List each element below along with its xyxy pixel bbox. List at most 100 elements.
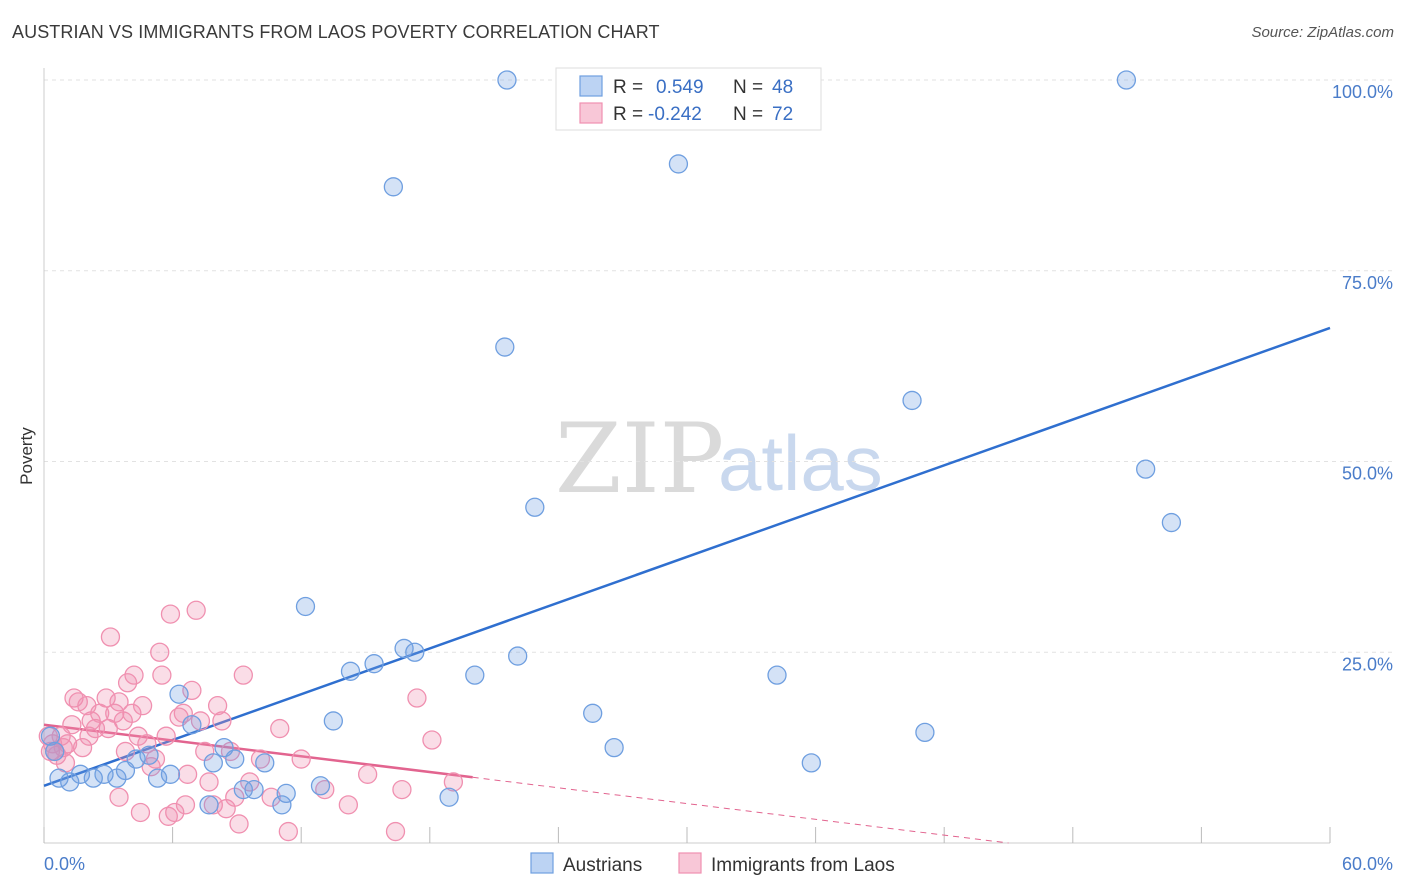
point-s0-24 <box>295 596 316 617</box>
point-s0-1 <box>45 741 65 762</box>
point-s0-45 <box>1116 70 1137 90</box>
point-s0-5 <box>83 768 103 788</box>
point-s1-60 <box>385 821 406 842</box>
point-s0-19 <box>233 779 253 800</box>
y-tick-label-2: 50.0% <box>1342 464 1393 484</box>
point-s0-26 <box>323 711 344 731</box>
point-s0-35 <box>497 70 517 90</box>
point-s1-26 <box>132 696 153 716</box>
point-s1-39 <box>186 600 206 620</box>
point-s0-23 <box>276 783 296 804</box>
point-s0-21 <box>255 753 275 773</box>
point-s0-36 <box>508 646 528 666</box>
point-s1-59 <box>357 764 378 784</box>
point-s0-40 <box>668 154 689 174</box>
point-s0-2 <box>49 768 69 788</box>
point-s0-14 <box>182 715 202 735</box>
point-s0-22 <box>272 795 292 815</box>
data-points <box>38 70 1182 842</box>
point-s0-16 <box>203 753 223 773</box>
point-s0-20 <box>244 779 264 800</box>
point-s0-41 <box>767 665 787 685</box>
axes <box>43 68 1331 844</box>
legend-r-label-0: R = <box>613 77 643 98</box>
chart-source: Source: ZipAtlas.com <box>1251 24 1394 41</box>
x-tick-label-max: 60.0% <box>1342 854 1393 874</box>
bottom-legend-austrians: Austrians <box>563 855 642 876</box>
watermark: ZIP atlas <box>555 403 883 515</box>
legend-swatch-laos <box>579 102 603 124</box>
x-tick-label-min: 0.0% <box>44 854 85 874</box>
point-s0-12 <box>160 764 181 784</box>
legend-n-value-0: 48 <box>772 77 793 98</box>
y-tick-label-3: 25.0% <box>1342 654 1393 674</box>
point-s1-64 <box>443 772 464 792</box>
point-s0-44 <box>915 722 935 743</box>
point-s1-55 <box>278 821 298 842</box>
point-s1-63 <box>422 730 442 750</box>
point-s0-30 <box>394 638 414 659</box>
trend-line-0 <box>43 326 1331 787</box>
point-s0-10 <box>139 745 159 765</box>
point-s0-18 <box>225 749 245 769</box>
chart-title: AUSTRIAN VS IMMIGRANTS FROM LAOS POVERTY… <box>12 22 660 42</box>
bottom-legend-laos: Immigrants from Laos <box>711 855 895 876</box>
point-s0-0 <box>40 726 61 746</box>
point-s1-23 <box>122 703 142 723</box>
point-s1-7 <box>62 715 82 735</box>
point-s0-3 <box>60 772 80 792</box>
point-s0-47 <box>1161 512 1182 533</box>
y-axis-label: Poverty <box>17 427 36 485</box>
point-s1-30 <box>150 642 170 662</box>
bottom-legend-swatch-laos <box>678 852 702 874</box>
x-tick-labels: 0.0% 60.0% <box>44 854 1393 874</box>
point-s1-32 <box>156 726 176 746</box>
point-s0-31 <box>405 642 425 662</box>
legend-r-value-0: 0.549 <box>656 77 704 98</box>
point-s0-43 <box>902 390 922 411</box>
point-s1-61 <box>392 779 412 800</box>
point-s1-33 <box>160 604 181 624</box>
point-s0-34 <box>495 337 515 357</box>
point-s1-65 <box>109 787 129 807</box>
point-s1-44 <box>207 696 228 716</box>
point-s1-17 <box>100 627 121 647</box>
legend: R = 0.549 N = 48 R = -0.242 N = 72 <box>555 67 822 131</box>
y-tick-labels: 100.0% 75.0% 50.0% 25.0% <box>1332 82 1393 674</box>
point-s0-15 <box>199 795 219 815</box>
legend-r-label-1: R = <box>613 104 643 125</box>
point-s1-62 <box>407 688 427 708</box>
gridlines <box>44 79 1393 653</box>
point-s1-71 <box>77 696 97 716</box>
point-s0-46 <box>1136 459 1156 479</box>
point-s0-38 <box>583 703 603 723</box>
legend-swatch-austrians <box>579 75 603 97</box>
point-s0-27 <box>340 661 361 681</box>
point-s1-21 <box>115 741 136 762</box>
point-s1-24 <box>124 665 144 685</box>
watermark-atlas: atlas <box>718 419 883 507</box>
point-s0-29 <box>383 177 404 197</box>
point-s0-25 <box>310 776 331 796</box>
point-s0-39 <box>604 737 624 758</box>
point-s1-53 <box>261 787 281 807</box>
point-s1-31 <box>152 665 172 685</box>
point-s1-54 <box>270 718 290 739</box>
watermark-zip: ZIP <box>555 403 724 515</box>
y-tick-label-1: 75.0% <box>1342 273 1393 293</box>
point-s1-10 <box>72 737 93 758</box>
point-s1-67 <box>158 806 178 826</box>
point-s1-49 <box>229 814 249 834</box>
point-s1-37 <box>177 764 198 784</box>
bottom-legend-swatch-austrians <box>530 852 554 874</box>
point-s0-33 <box>465 665 485 685</box>
legend-n-label-1: N = <box>733 104 763 125</box>
point-s1-19 <box>109 692 129 712</box>
point-s1-56 <box>291 749 311 769</box>
point-s0-28 <box>364 654 384 674</box>
trend-line-dashed-1 <box>472 776 1009 844</box>
point-s0-42 <box>801 753 821 773</box>
legend-n-value-1: 72 <box>772 104 793 125</box>
legend-r-value-1: -0.242 <box>648 104 702 125</box>
